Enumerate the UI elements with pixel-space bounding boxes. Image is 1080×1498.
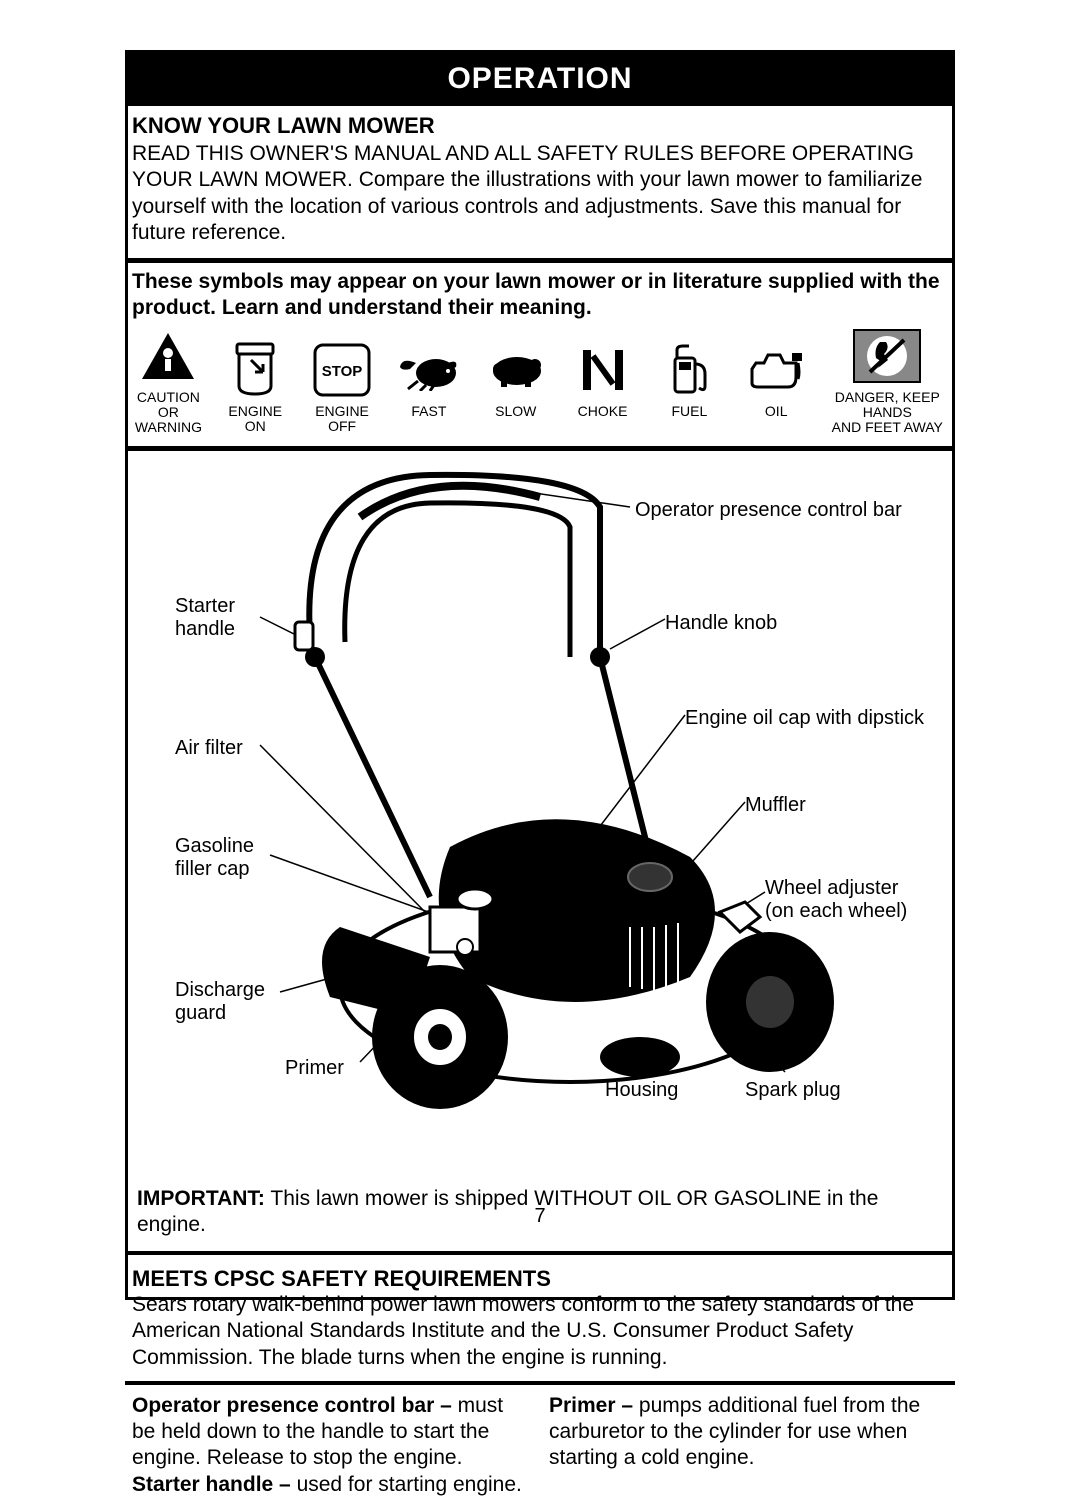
callout-muffler: Muffler (745, 794, 806, 817)
callout-air-filter: Air filter (175, 737, 243, 760)
callout-housing: Housing (605, 1079, 678, 1102)
important-label: IMPORTANT: (137, 1187, 265, 1210)
definitions-left: Operator presence control bar – must be … (132, 1393, 531, 1498)
divider (125, 446, 955, 451)
symbol-caution: CAUTIONOR WARNING (128, 326, 209, 436)
divider (125, 258, 955, 263)
cpsc-section: MEETS CPSC SAFETY REQUIREMENTS Sears rot… (120, 1259, 960, 1377)
symbol-engine-on: ENGINEON (215, 340, 296, 436)
definitions-right: Primer – pumps additional fuel from the … (549, 1393, 948, 1498)
fast-icon (398, 340, 460, 400)
mower-diagram: Operator presence control bar Starterhan… (125, 457, 955, 1247)
svg-text:STOP: STOP (322, 363, 363, 380)
symbol-row: CAUTIONOR WARNING ENGINEON STOP ENGINEOF… (120, 326, 960, 440)
def-term: Primer – (549, 1394, 639, 1417)
definitions-section: Operator presence control bar – must be … (120, 1389, 960, 1498)
def-primer: Primer – pumps additional fuel from the … (549, 1393, 948, 1472)
danger-icon (852, 326, 922, 386)
section-header-operation: OPERATION (125, 50, 955, 106)
fuel-icon (669, 340, 709, 400)
engine-on-icon (233, 340, 277, 400)
callout-handle-knob: Handle knob (665, 612, 777, 635)
symbol-label: SLOW (495, 404, 536, 436)
callout-primer: Primer (285, 1057, 344, 1080)
def-term: Starter handle – (132, 1473, 297, 1496)
divider (125, 1251, 955, 1255)
divider (125, 1381, 955, 1385)
def-operator-bar: Operator presence control bar – must be … (132, 1393, 531, 1472)
symbol-slow: SLOW (475, 340, 556, 436)
symbol-label: ENGINEOFF (315, 404, 369, 436)
symbol-fast: FAST (388, 340, 469, 436)
callout-starter-handle: Starterhandle (175, 595, 235, 641)
know-your-mower-section: KNOW YOUR LAWN MOWER READ THIS OWNER'S M… (120, 106, 960, 253)
symbol-danger: DANGER, KEEP HANDSAND FEET AWAY (823, 326, 952, 436)
symbol-label: DANGER, KEEP HANDSAND FEET AWAY (823, 390, 952, 436)
def-desc: used for starting engine. (297, 1473, 522, 1496)
caution-icon (140, 326, 196, 386)
symbol-engine-off: STOP ENGINEOFF (302, 340, 383, 436)
symbol-label: FUEL (671, 404, 707, 436)
symbol-label: ENGINEON (228, 404, 282, 436)
slow-icon (487, 340, 545, 400)
engine-off-icon: STOP (312, 340, 372, 400)
symbol-choke: CHOKE (562, 340, 643, 436)
symbols-intro: These symbols may appear on your lawn mo… (120, 269, 960, 326)
cpsc-text: Sears rotary walk-behind power lawn mowe… (132, 1292, 948, 1371)
choke-icon (579, 340, 627, 400)
header-title: OPERATION (447, 62, 632, 95)
def-term: Operator presence control bar – (132, 1394, 458, 1417)
callout-discharge-guard: Dischargeguard (175, 979, 265, 1025)
callout-operator-bar: Operator presence control bar (635, 499, 902, 522)
symbol-label: OIL (765, 404, 788, 436)
cpsc-title: MEETS CPSC SAFETY REQUIREMENTS (132, 1265, 948, 1293)
symbol-fuel: FUEL (649, 340, 730, 436)
callout-engine-oil: Engine oil cap with dipstick (685, 707, 924, 730)
symbol-label: CAUTIONOR WARNING (128, 390, 209, 436)
def-starter-handle: Starter handle – used for starting engin… (132, 1472, 531, 1498)
symbol-label: CHOKE (578, 404, 628, 436)
callout-wheel-adjuster: Wheel adjuster(on each wheel) (765, 877, 907, 923)
callout-spark-plug: Spark plug (745, 1079, 841, 1102)
know-text: READ THIS OWNER'S MANUAL AND ALL SAFETY … (132, 141, 948, 246)
callout-gasoline-cap: Gasolinefiller cap (175, 835, 254, 881)
oil-icon (748, 340, 804, 400)
symbol-oil: OIL (736, 340, 817, 436)
know-title: KNOW YOUR LAWN MOWER (132, 112, 948, 140)
page-number: 7 (534, 1204, 545, 1229)
symbol-label: FAST (411, 404, 446, 436)
